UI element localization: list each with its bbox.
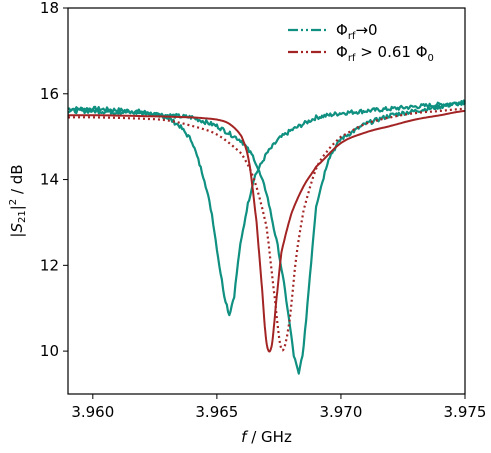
series-line-3 xyxy=(68,107,466,352)
y-tick-label: 10 xyxy=(40,342,59,360)
y-tick-label: 16 xyxy=(40,85,59,103)
legend: Φrf→0 Φrf > 0.61 Φ0 xyxy=(288,21,434,64)
series-line-1 xyxy=(67,99,466,375)
y-tick-label: 12 xyxy=(40,256,59,274)
series-layer xyxy=(67,99,466,375)
x-axis-label: f / GHz xyxy=(241,428,292,446)
legend-label-phi-rf-zero: Φrf→0 xyxy=(336,21,378,42)
y-axis: 10 12 14 16 18 xyxy=(40,0,68,360)
x-tick-label: 3.975 xyxy=(444,403,487,421)
x-tick-label: 3.970 xyxy=(319,403,362,421)
series-line-2 xyxy=(68,109,466,353)
axes-frame xyxy=(67,7,466,395)
x-axis: 3.960 3.965 3.970 3.975 xyxy=(71,394,486,421)
series-line-0 xyxy=(67,100,466,317)
y-tick-label: 18 xyxy=(40,0,59,17)
y-axis-label: |S21|2 / dB xyxy=(8,164,28,237)
x-tick-label: 3.960 xyxy=(71,403,114,421)
legend-label-phi-rf-high: Φrf > 0.61 Φ0 xyxy=(336,43,434,64)
x-tick-label: 3.965 xyxy=(195,403,238,421)
y-tick-label: 14 xyxy=(40,171,59,189)
